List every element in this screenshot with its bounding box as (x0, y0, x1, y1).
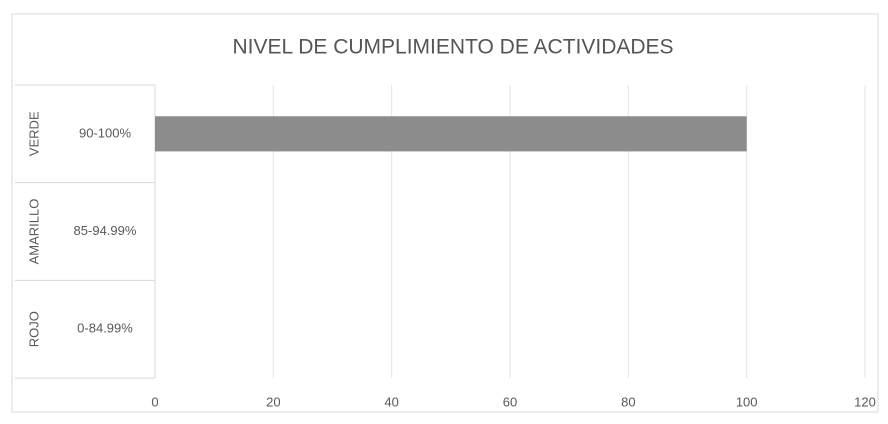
chart-frame (11, 13, 879, 413)
x-tick-label: 80 (621, 394, 635, 409)
group-label: VERDE (26, 111, 41, 156)
group-label: AMARILLO (26, 199, 41, 265)
bar (155, 116, 747, 152)
x-tick-label: 0 (151, 394, 158, 409)
group-label: ROJO (26, 311, 41, 347)
x-tick-label: 120 (854, 394, 876, 409)
y-tick-label: 0-84.99% (77, 321, 133, 336)
x-tick-label: 60 (503, 394, 517, 409)
x-tick-label: 20 (266, 394, 280, 409)
x-tick-label: 100 (736, 394, 758, 409)
y-tick-label: 85-94.99% (74, 223, 137, 238)
x-tick-label: 40 (384, 394, 398, 409)
chart-title: NIVEL DE CUMPLIMIENTO DE ACTIVIDADES (232, 36, 673, 59)
y-tick-label: 90-100% (79, 125, 131, 140)
